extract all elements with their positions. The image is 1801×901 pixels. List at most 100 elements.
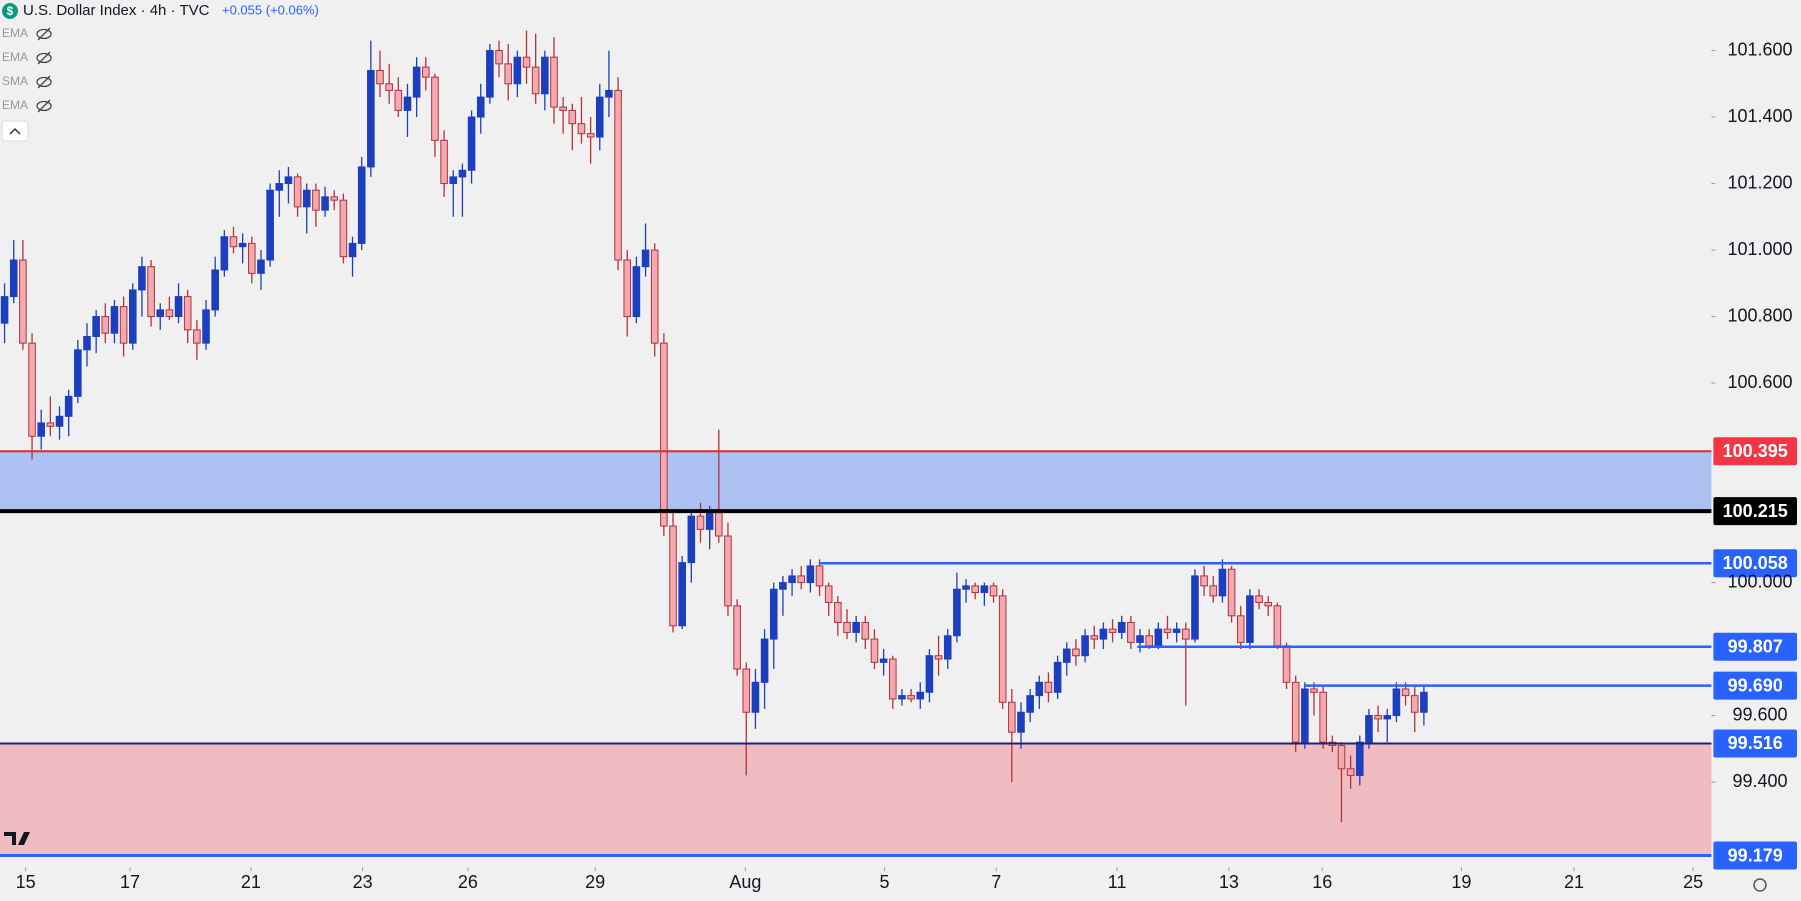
x-tick-label: 17 <box>120 872 140 892</box>
candle-body <box>19 259 27 344</box>
candle-body <box>641 249 650 268</box>
levels: 100.395 100.215 100.058 99.807 99.690 99.516 9… <box>0 437 1797 870</box>
candle-body <box>1337 744 1346 770</box>
candle-body <box>531 66 540 95</box>
symbol-logo <box>2 3 18 19</box>
x-tick-label: 25 <box>1683 872 1703 892</box>
y-tick-label: 100.600 <box>1727 372 1792 392</box>
candle-body <box>724 535 732 607</box>
axes: EMA EMA SMA EMA 99.400 99.600 100.000 100.600 10… <box>2 26 1793 892</box>
tv-logo-shape <box>4 832 30 845</box>
visibility-slash <box>37 75 51 89</box>
candle-body <box>440 139 448 185</box>
candle-body <box>852 621 860 633</box>
candle-body <box>449 176 458 185</box>
candles <box>0 30 1428 822</box>
candle-body <box>696 515 705 530</box>
candle-body <box>943 635 952 660</box>
candle-body <box>1172 628 1181 633</box>
candle-body <box>458 169 467 178</box>
candle-body <box>55 415 64 427</box>
candle-body <box>156 309 165 318</box>
level-label-box <box>1713 549 1797 578</box>
candle-body <box>83 336 91 351</box>
candle-body <box>312 189 320 211</box>
candle-body <box>1401 688 1410 697</box>
candle-body <box>101 316 110 334</box>
candle-body <box>843 621 851 633</box>
x-tick-label: 21 <box>1564 872 1584 892</box>
candle-body <box>834 602 842 623</box>
candle-body <box>1374 715 1382 720</box>
level-label: 99.179 <box>1728 845 1783 865</box>
candle-body <box>321 196 329 211</box>
candle-body <box>925 655 934 693</box>
candle-body <box>266 189 274 261</box>
candle-body <box>751 681 760 713</box>
candle-body <box>1163 628 1172 633</box>
level-label-box <box>1713 437 1797 466</box>
candle-body <box>788 575 796 584</box>
candle-body <box>934 655 943 660</box>
candle-body <box>541 56 549 95</box>
candle-body <box>64 395 73 417</box>
collapse-button[interactable] <box>1 120 29 142</box>
candle-body <box>467 116 476 171</box>
candle-body <box>962 585 970 590</box>
candle-body <box>1008 701 1016 733</box>
zones <box>0 451 1712 856</box>
candle-body <box>119 306 128 344</box>
candle-body <box>705 512 714 530</box>
indicator-label: SMA <box>2 74 28 88</box>
candle-body <box>257 259 265 274</box>
candle-body <box>1355 741 1364 776</box>
candle-body <box>1017 711 1025 733</box>
visibility-icon <box>36 28 52 40</box>
y-tick-label: 101.200 <box>1727 172 1792 192</box>
candle-body <box>1410 695 1419 713</box>
candle-body <box>421 66 430 78</box>
candle-body <box>568 109 577 125</box>
level-label-box <box>1713 841 1797 870</box>
candle-body <box>1099 628 1108 640</box>
candle-body <box>348 242 357 258</box>
candle-body <box>907 695 915 700</box>
candle-body <box>559 106 567 111</box>
candle-body <box>0 296 9 324</box>
level-label: 99.807 <box>1728 636 1783 656</box>
y-tick-label: 99.400 <box>1732 771 1787 791</box>
candle-body <box>504 63 512 85</box>
candle-body <box>1108 628 1117 633</box>
indicator-label: EMA <box>2 50 28 64</box>
visibility-slash <box>37 27 51 41</box>
candle-body <box>595 96 604 138</box>
collapse-icon <box>9 127 21 135</box>
symbol-logo-glyph: $ <box>7 4 14 18</box>
candle-body <box>1127 621 1135 643</box>
candle-body <box>1062 648 1071 663</box>
candle-body <box>431 76 439 141</box>
candle-body <box>9 259 18 298</box>
level-label: 99.516 <box>1728 733 1783 753</box>
candle-body <box>476 96 485 118</box>
candle-body <box>916 691 925 700</box>
candle-body <box>522 56 531 68</box>
y-tick-label: 101.600 <box>1727 39 1792 59</box>
candle-body <box>1246 595 1254 643</box>
settings-icon[interactable] <box>1753 878 1767 892</box>
tv-logo <box>4 832 30 845</box>
x-tick-label: 21 <box>241 872 261 892</box>
candle-body <box>550 56 558 108</box>
candle-body <box>1035 681 1044 697</box>
candle-body <box>980 585 989 594</box>
candle-body <box>678 562 686 627</box>
candle-body <box>339 199 348 258</box>
candle-body <box>394 89 403 111</box>
x-tick-label: 23 <box>353 872 373 892</box>
x-tick-label: 26 <box>458 872 478 892</box>
candle-body <box>660 342 668 527</box>
candle-body <box>174 296 183 318</box>
x-tick-label: 19 <box>1451 872 1471 892</box>
candle-body <box>605 89 613 98</box>
